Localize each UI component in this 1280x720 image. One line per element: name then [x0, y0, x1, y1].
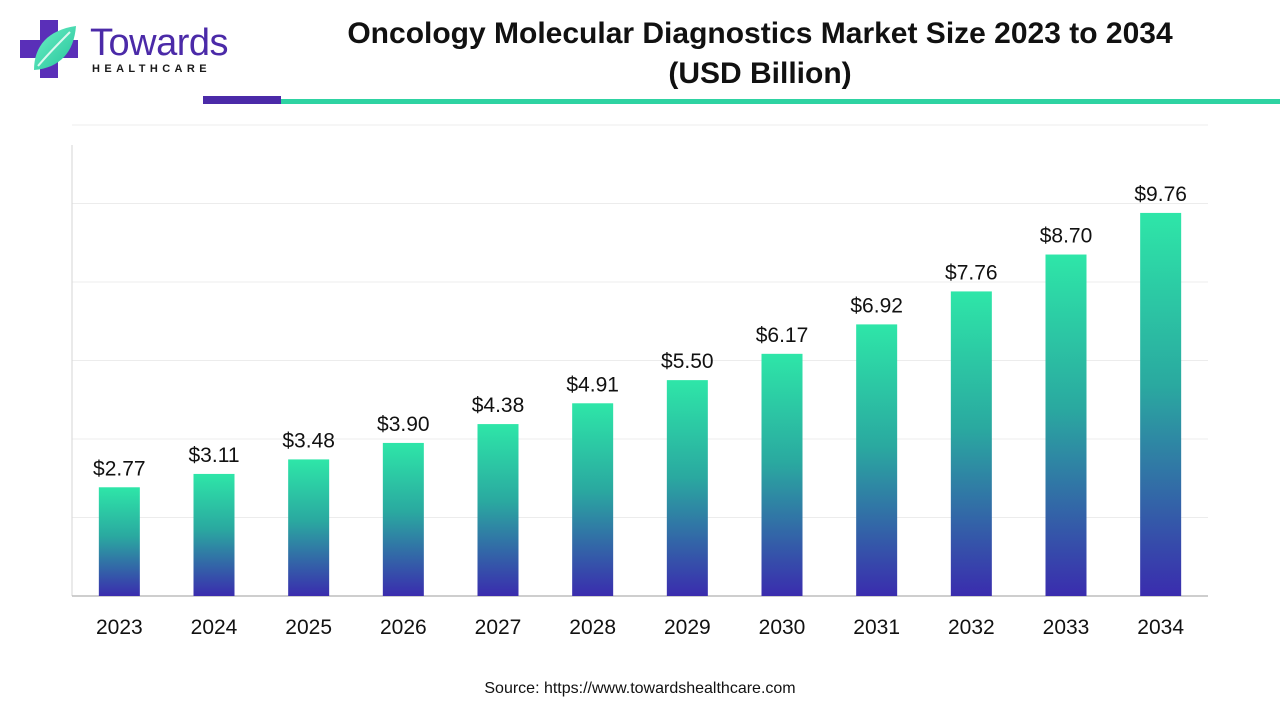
- x-tick-2030: 2030: [759, 616, 806, 639]
- x-tick-2031: 2031: [853, 616, 900, 639]
- value-label-2031: $6.92: [850, 294, 903, 317]
- source-note: Source: https://www.towardshealthcare.co…: [484, 680, 796, 697]
- x-tick-2029: 2029: [664, 616, 711, 639]
- x-tick-2026: 2026: [380, 616, 427, 639]
- bar-2034: [1140, 212, 1182, 597]
- header-rule: [281, 99, 1280, 104]
- x-tick-2033: 2033: [1043, 616, 1090, 639]
- x-tick-2024: 2024: [191, 616, 238, 639]
- brand-subtitle: HEALTHCARE: [92, 63, 211, 75]
- bar-2025: [288, 459, 330, 596]
- value-label-2026: $3.90: [377, 413, 430, 436]
- gridlines: [71, 124, 1208, 597]
- bars: [98, 212, 1182, 597]
- value-label-2029: $5.50: [661, 350, 714, 373]
- value-label-2033: $8.70: [1040, 225, 1093, 248]
- value-label-2032: $7.76: [945, 261, 998, 284]
- x-tick-2032: 2032: [948, 616, 995, 639]
- value-label-2034: $9.76: [1134, 183, 1187, 206]
- value-label-2030: $6.17: [756, 324, 809, 347]
- brand-logo: Towards HEALTHCARE: [20, 18, 260, 82]
- cross-leaf-icon: [20, 20, 78, 78]
- value-labels: $2.77 $3.11 $3.48 $3.90 $4.38 $4.91 $5.50 $6.17…: [93, 183, 1187, 480]
- chart-title: Oncology Molecular Diagnostics Market Si…: [270, 14, 1250, 94]
- x-tick-2034: 2034: [1137, 616, 1184, 639]
- bar-2028: [572, 403, 614, 596]
- bar-2027: [477, 424, 519, 596]
- x-tick-2025: 2025: [285, 616, 332, 639]
- value-label-2023: $2.77: [93, 457, 146, 480]
- bar-2026: [382, 442, 424, 596]
- bar-2023: [98, 487, 140, 596]
- brand-name: Towards: [90, 22, 229, 64]
- x-tick-2028: 2028: [569, 616, 616, 639]
- chart-title-line-1: Oncology Molecular Diagnostics Market Si…: [347, 17, 1173, 50]
- bar-2030: [761, 353, 803, 596]
- bar-2032: [950, 291, 992, 596]
- x-tick-labels: 2023 2024 2025 2026 2027 2028 2029 2030 2031 2032…: [96, 616, 1184, 639]
- bar-2024: [193, 473, 235, 596]
- bar-2029: [666, 380, 708, 596]
- bar-2031: [856, 324, 898, 596]
- value-label-2025: $3.48: [282, 429, 335, 452]
- value-label-2028: $4.91: [566, 373, 619, 396]
- chart-title-line-2: (USD Billion): [668, 57, 852, 90]
- bar-2033: [1045, 254, 1087, 596]
- header-rule-accent: [203, 96, 281, 104]
- value-label-2027: $4.38: [472, 394, 525, 417]
- x-tick-2023: 2023: [96, 616, 143, 639]
- value-label-2024: $3.11: [189, 444, 240, 467]
- x-tick-2027: 2027: [475, 616, 522, 639]
